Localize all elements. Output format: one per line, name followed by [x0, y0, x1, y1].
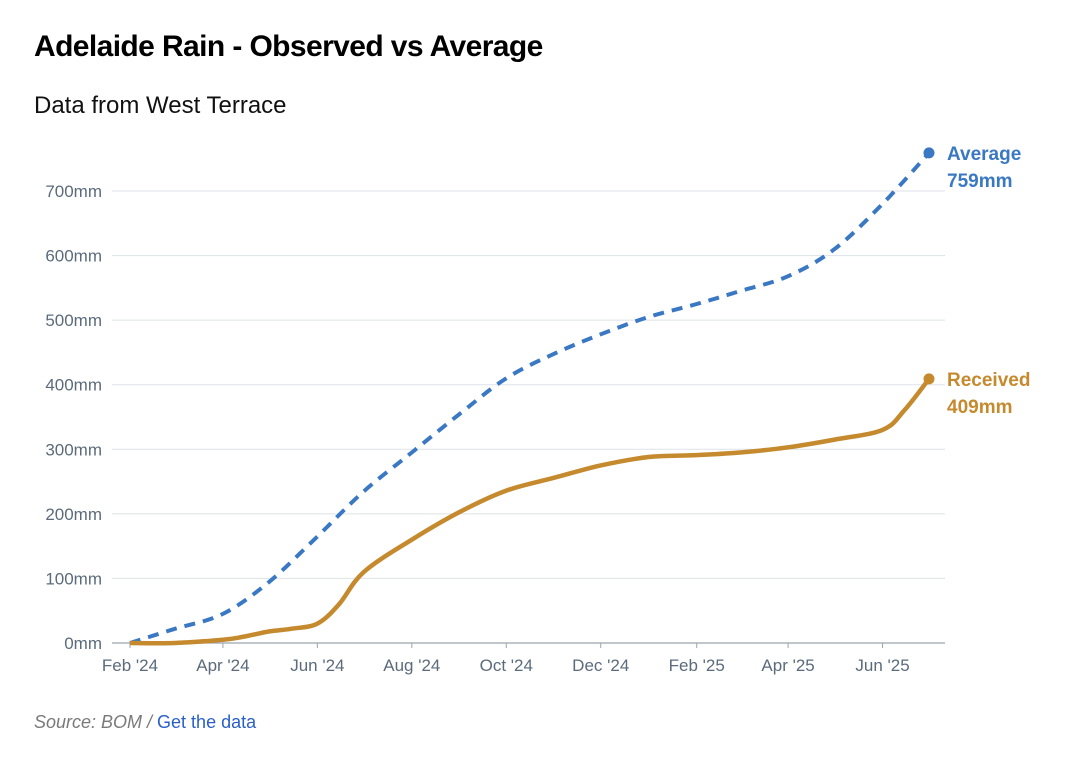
average-end-point [923, 147, 935, 159]
x-tick-label: Feb '24 [102, 656, 158, 675]
y-tick-label: 300mm [45, 440, 102, 459]
x-tick-label: Jun '25 [855, 656, 909, 675]
y-axis-ticks: 0mm 100mm 200mm 300mm 400mm 500mm 600mm 700mm [45, 182, 102, 653]
average-series-line [129, 151, 931, 645]
y-tick-label: 100mm [45, 569, 102, 588]
x-axis-ticks: Feb '24 Apr '24 Jun '24 Aug '24 Oct '24 Dec '… [102, 643, 910, 675]
gridlines [112, 190, 945, 644]
y-tick-label: 700mm [45, 182, 102, 201]
chart-title: Adelaide Rain - Observed vs Average [34, 30, 543, 63]
y-tick-label: 200mm [45, 505, 102, 524]
y-tick-label: 500mm [45, 311, 102, 330]
received-series-line [129, 377, 931, 646]
x-tick-label: Jun '24 [290, 656, 344, 675]
x-tick-label: Apr '24 [196, 656, 249, 675]
end-labels: Average 759mm Received 409mm [947, 144, 1030, 418]
x-tick-label: Oct '24 [480, 656, 533, 675]
source-text: Source: BOM / [34, 712, 158, 732]
get-the-data-link[interactable]: Get the data [157, 712, 257, 732]
line-chart: 0mm 100mm 200mm 300mm 400mm 500mm 600mm 700mm F… [45, 144, 1030, 675]
x-tick-label: Dec '24 [572, 656, 629, 675]
y-tick-label: 0mm [64, 634, 102, 653]
y-tick-label: 400mm [45, 376, 102, 395]
average-end-value: 759mm [947, 171, 1013, 192]
y-tick-label: 600mm [45, 247, 102, 266]
series-lines [129, 147, 935, 646]
received-end-label: Received [947, 370, 1030, 391]
source-line: Source: BOM / Get the data [34, 712, 256, 733]
x-tick-label: Feb '25 [669, 656, 725, 675]
x-tick-label: Apr '25 [761, 656, 814, 675]
x-tick-label: Aug '24 [383, 656, 440, 675]
average-end-label: Average [947, 144, 1021, 165]
received-end-value: 409mm [947, 397, 1013, 418]
received-end-point [923, 373, 935, 385]
chart-subtitle: Data from West Terrace [34, 92, 287, 119]
